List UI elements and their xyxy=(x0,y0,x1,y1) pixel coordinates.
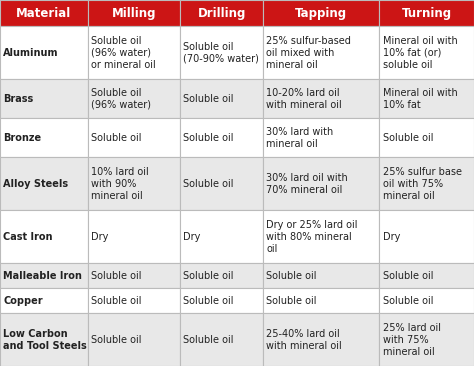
Text: Tapping: Tapping xyxy=(295,7,347,20)
Bar xyxy=(263,118,379,157)
Text: Mineral oil with
10% fat (or)
soluble oil: Mineral oil with 10% fat (or) soluble oi… xyxy=(383,36,457,70)
Text: Dry or 25% lard oil
with 80% mineral
oil: Dry or 25% lard oil with 80% mineral oil xyxy=(266,220,358,254)
Text: Soluble oil: Soluble oil xyxy=(91,296,142,306)
Bar xyxy=(88,313,180,366)
Text: Soluble oil: Soluble oil xyxy=(266,270,317,280)
Bar xyxy=(263,79,379,118)
Bar xyxy=(263,210,379,263)
Text: Soluble oil: Soluble oil xyxy=(183,94,234,104)
Text: 10-20% lard oil
with mineral oil: 10-20% lard oil with mineral oil xyxy=(266,88,342,110)
Text: Soluble oil: Soluble oil xyxy=(383,270,433,280)
Bar xyxy=(180,288,263,313)
Text: Turning: Turning xyxy=(401,7,452,20)
Bar xyxy=(180,26,263,79)
Bar xyxy=(88,210,180,263)
Bar xyxy=(0,263,88,288)
Bar xyxy=(0,0,88,26)
Text: Dry: Dry xyxy=(91,232,109,242)
Text: Soluble oil: Soluble oil xyxy=(183,133,234,143)
Text: Cast Iron: Cast Iron xyxy=(3,232,53,242)
Bar xyxy=(180,210,263,263)
Bar xyxy=(0,118,88,157)
Bar xyxy=(263,313,379,366)
Text: Soluble oil: Soluble oil xyxy=(183,335,234,344)
Text: Soluble oil: Soluble oil xyxy=(91,133,142,143)
Text: 25-40% lard oil
with mineral oil: 25-40% lard oil with mineral oil xyxy=(266,329,342,351)
Bar xyxy=(180,118,263,157)
Text: Milling: Milling xyxy=(112,7,156,20)
Bar xyxy=(379,157,474,210)
Text: Drilling: Drilling xyxy=(197,7,246,20)
Bar xyxy=(263,0,379,26)
Bar xyxy=(88,26,180,79)
Text: Mineral oil with
10% fat: Mineral oil with 10% fat xyxy=(383,88,457,110)
Text: Soluble oil: Soluble oil xyxy=(266,296,317,306)
Bar xyxy=(379,0,474,26)
Text: 25% sulfur base
oil with 75%
mineral oil: 25% sulfur base oil with 75% mineral oil xyxy=(383,167,462,201)
Text: Soluble oil
(96% water)
or mineral oil: Soluble oil (96% water) or mineral oil xyxy=(91,36,156,70)
Bar xyxy=(0,210,88,263)
Bar xyxy=(263,26,379,79)
Text: 25% lard oil
with 75%
mineral oil: 25% lard oil with 75% mineral oil xyxy=(383,322,440,356)
Bar xyxy=(180,79,263,118)
Text: Malleable Iron: Malleable Iron xyxy=(3,270,82,280)
Text: 30% lard with
mineral oil: 30% lard with mineral oil xyxy=(266,127,334,149)
Bar xyxy=(379,313,474,366)
Text: Soluble oil: Soluble oil xyxy=(91,270,142,280)
Text: Soluble oil: Soluble oil xyxy=(383,133,433,143)
Bar xyxy=(379,288,474,313)
Text: 10% lard oil
with 90%
mineral oil: 10% lard oil with 90% mineral oil xyxy=(91,167,149,201)
Bar xyxy=(379,118,474,157)
Text: Brass: Brass xyxy=(3,94,34,104)
Bar xyxy=(379,79,474,118)
Text: Low Carbon
and Tool Steels: Low Carbon and Tool Steels xyxy=(3,329,87,351)
Text: Dry: Dry xyxy=(183,232,201,242)
Text: Soluble oil: Soluble oil xyxy=(91,335,142,344)
Bar xyxy=(379,26,474,79)
Bar xyxy=(379,210,474,263)
Bar xyxy=(0,313,88,366)
Bar xyxy=(379,263,474,288)
Text: Bronze: Bronze xyxy=(3,133,41,143)
Text: Material: Material xyxy=(16,7,72,20)
Bar xyxy=(88,157,180,210)
Text: Dry: Dry xyxy=(383,232,400,242)
Bar xyxy=(180,313,263,366)
Bar xyxy=(263,263,379,288)
Bar xyxy=(0,79,88,118)
Text: Copper: Copper xyxy=(3,296,43,306)
Bar xyxy=(180,0,263,26)
Text: Soluble oil
(70-90% water): Soluble oil (70-90% water) xyxy=(183,42,259,64)
Text: Soluble oil
(96% water): Soluble oil (96% water) xyxy=(91,88,151,110)
Bar xyxy=(263,288,379,313)
Bar xyxy=(180,263,263,288)
Text: Soluble oil: Soluble oil xyxy=(183,179,234,188)
Text: Aluminum: Aluminum xyxy=(3,48,59,58)
Text: Soluble oil: Soluble oil xyxy=(383,296,433,306)
Bar xyxy=(88,118,180,157)
Text: Alloy Steels: Alloy Steels xyxy=(3,179,68,188)
Bar xyxy=(0,157,88,210)
Bar xyxy=(0,26,88,79)
Bar xyxy=(180,157,263,210)
Bar xyxy=(88,79,180,118)
Text: Soluble oil: Soluble oil xyxy=(183,296,234,306)
Bar xyxy=(88,0,180,26)
Text: 25% sulfur-based
oil mixed with
mineral oil: 25% sulfur-based oil mixed with mineral … xyxy=(266,36,351,70)
Bar xyxy=(88,288,180,313)
Text: Soluble oil: Soluble oil xyxy=(183,270,234,280)
Text: 30% lard oil with
70% mineral oil: 30% lard oil with 70% mineral oil xyxy=(266,173,348,195)
Bar xyxy=(263,157,379,210)
Bar xyxy=(88,263,180,288)
Bar xyxy=(0,288,88,313)
